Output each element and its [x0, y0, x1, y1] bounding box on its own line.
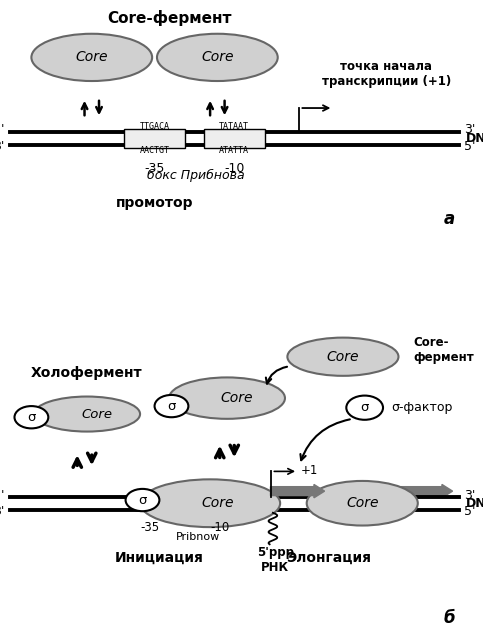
Text: TTGACA: TTGACA [140, 122, 170, 131]
Text: Core: Core [81, 408, 112, 420]
Ellipse shape [169, 377, 285, 419]
FancyArrow shape [401, 484, 453, 498]
Text: -10: -10 [210, 521, 229, 534]
Text: Pribnow: Pribnow [176, 532, 220, 542]
Text: -10: -10 [224, 162, 244, 175]
Circle shape [126, 489, 159, 511]
Text: промотор: промотор [116, 196, 193, 210]
Text: ATATTA: ATATTA [219, 146, 249, 155]
Text: TATAAT: TATAAT [219, 122, 249, 131]
Text: DNA: DNA [466, 497, 483, 510]
Ellipse shape [307, 481, 418, 526]
Text: σ-фактор: σ-фактор [391, 401, 453, 414]
FancyBboxPatch shape [124, 129, 185, 148]
Text: AACTGT: AACTGT [140, 146, 170, 155]
Text: бокс Прибнова: бокс Прибнова [147, 169, 244, 182]
Text: 5': 5' [464, 140, 475, 154]
Text: Инициация: Инициация [115, 550, 204, 564]
Text: Core: Core [220, 391, 253, 405]
Ellipse shape [31, 34, 152, 81]
Text: Core-фермент: Core-фермент [107, 10, 231, 26]
Text: DNA: DNA [466, 132, 483, 145]
Text: Core: Core [346, 496, 379, 510]
Ellipse shape [34, 396, 140, 432]
Text: Core: Core [75, 50, 108, 64]
Text: Core: Core [327, 350, 359, 364]
Text: 5': 5' [0, 124, 5, 136]
Text: 3': 3' [0, 140, 5, 154]
FancyArrow shape [270, 484, 325, 498]
Text: 3': 3' [464, 124, 475, 136]
Text: Core: Core [201, 496, 234, 510]
Text: 3': 3' [464, 489, 475, 502]
Text: σ: σ [27, 411, 36, 424]
Text: σ: σ [138, 494, 147, 506]
Text: σ: σ [167, 399, 176, 413]
Text: Core-
фермент: Core- фермент [413, 336, 474, 364]
Text: Core: Core [201, 50, 234, 64]
Ellipse shape [157, 34, 278, 81]
FancyBboxPatch shape [204, 129, 265, 148]
Text: 5': 5' [464, 505, 475, 518]
Text: -35: -35 [140, 521, 159, 534]
Ellipse shape [140, 479, 280, 527]
Text: Холофермент: Холофермент [31, 366, 143, 380]
Text: б: б [443, 609, 455, 627]
Text: Элонгация: Элонгация [286, 550, 371, 564]
Circle shape [155, 395, 188, 417]
Text: 5': 5' [0, 489, 5, 502]
Text: σ: σ [360, 401, 369, 414]
Circle shape [346, 396, 383, 420]
Text: 5'ppp
РНК: 5'ppp РНК [257, 546, 294, 574]
Text: -35: -35 [144, 162, 165, 175]
Text: +1: +1 [300, 464, 318, 477]
Text: a: a [443, 210, 455, 229]
Circle shape [14, 406, 48, 428]
Text: точка начала
транскрипции (+1): точка начала транскрипции (+1) [322, 61, 451, 89]
Ellipse shape [287, 338, 398, 376]
Text: 3': 3' [0, 505, 5, 518]
